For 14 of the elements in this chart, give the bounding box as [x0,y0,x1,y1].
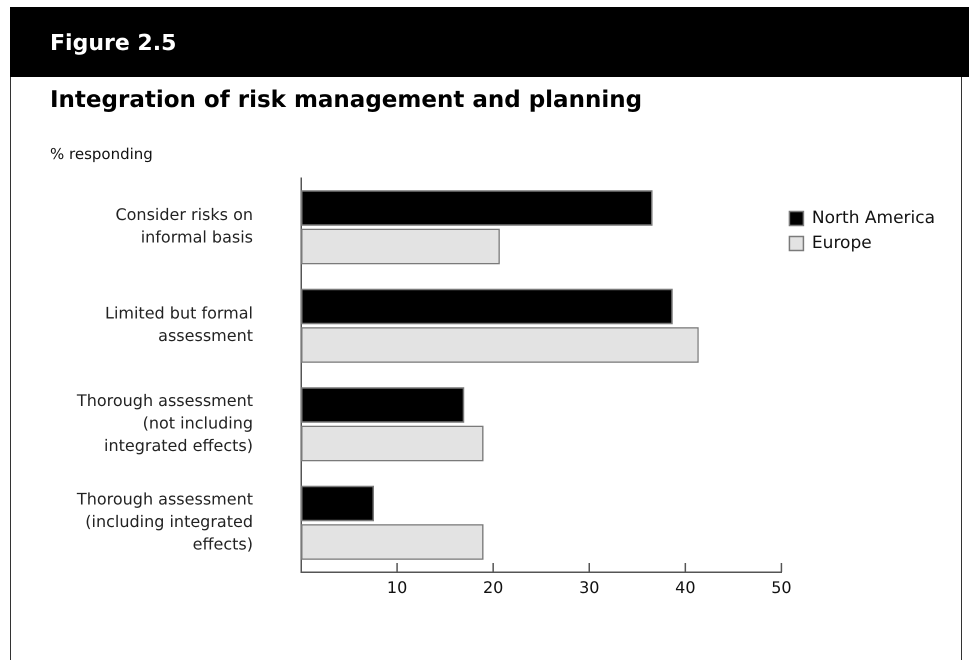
x-tick-label: 40 [675,578,696,597]
y-tick-label: Thorough assessment (not including integrated effects) [76,391,253,455]
y-tick-label: Consider risks on informal basis [115,205,253,247]
x-tick-label: 10 [386,578,408,597]
x-tick-label: 20 [482,578,504,597]
x-tick-label: 50 [771,578,792,597]
y-tick-label: Limited but formal assessment [105,304,253,346]
x-axis-title: % responding [50,145,153,164]
y-tick-label: Thorough assessment (including integrated effects) [76,490,253,554]
text: Figure 2.5 [50,30,176,57]
chart-subtitle: Integration of risk management and planning [50,86,642,114]
legend-label: Europe [812,232,872,253]
x-tick-label: 30 [579,578,600,597]
legend-label: North America [812,208,935,228]
